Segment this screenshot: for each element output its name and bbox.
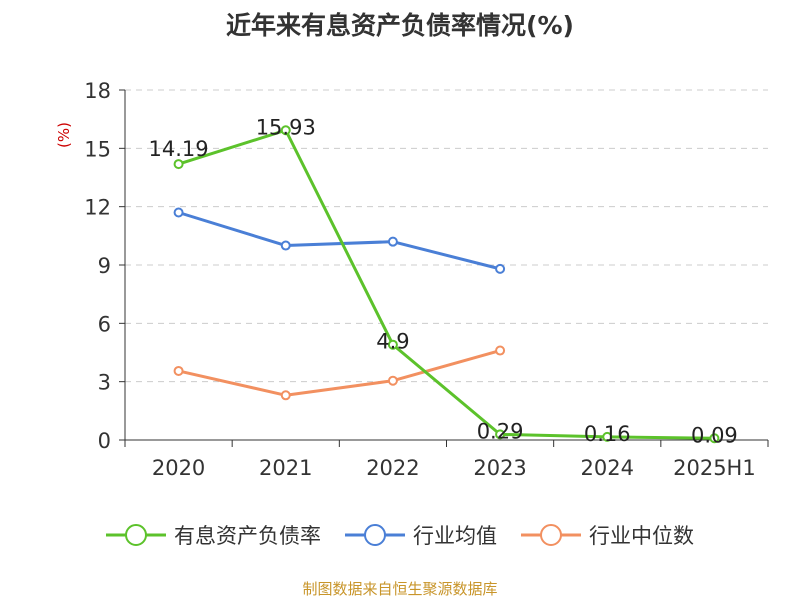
x-tick-label: 2023 [473,456,526,480]
data-label: 0.29 [477,419,524,443]
legend-item: 行业均值 [345,520,497,550]
y-tick-label: 0 [98,429,111,453]
y-tick-label: 6 [98,312,111,336]
data-point [387,375,398,386]
data-point [387,339,398,350]
data-point [602,431,613,442]
data-labels: 14.19 15.93 4.9 0.29 0.16 0.09 [149,115,738,447]
legend-item: 行业中位数 [521,520,694,550]
data-point [173,365,184,376]
data-label: 0.16 [584,422,631,446]
series-line-1 [178,211,501,271]
y-tick-label: 18 [84,79,111,103]
legend-marker [106,524,166,546]
data-source: 制图数据来自恒生聚源数据库 [302,580,498,598]
data-point [709,433,720,444]
x-tick-label: 2025H1 [673,456,756,480]
data-point [280,240,291,251]
data-point [387,236,398,247]
data-label: 4.9 [376,330,409,354]
legend-marker [521,524,581,546]
legend: 有息资产负债率 行业均值 行业中位数 [0,520,800,550]
legend-label: 有息资产负债率 [174,524,321,548]
x-tick-label: 2024 [581,456,634,480]
grid-lines [125,89,768,383]
line-chart: 0 3 6 9 12 15 18 2020 2021 2022 2023 2024 2025H1 14.… [84,79,769,480]
y-tick-label: 9 [98,254,111,278]
series-line-0 [178,128,715,440]
data-point [495,345,506,356]
y-tick-label: 12 [84,196,111,220]
series-lines [173,125,720,444]
data-label: 14.19 [149,137,209,161]
data-point [495,263,506,274]
x-tick-label: 2020 [152,456,205,480]
data-label: 0.09 [691,423,738,447]
x-tick-label: 2022 [366,456,419,480]
data-point [280,125,291,136]
series-line-2 [178,349,501,397]
legend-marker [345,524,405,546]
y-tick-label: 3 [98,371,111,395]
data-point [173,159,184,170]
data-point [280,390,291,401]
x-tick-label: 2021 [259,456,312,480]
axes: 0 3 6 9 12 15 18 2020 2021 2022 2023 2024 2025H1 [84,79,769,480]
chart-title: 近年来有息资产负债率情况(%) [226,11,574,40]
legend-item: 有息资产负债率 [106,520,321,550]
data-point [173,207,184,218]
legend-label: 行业中位数 [589,524,694,548]
y-tick-label: 15 [84,137,111,161]
data-point [495,429,506,440]
data-label: 15.93 [256,115,316,139]
legend-label: 行业均值 [413,524,497,548]
